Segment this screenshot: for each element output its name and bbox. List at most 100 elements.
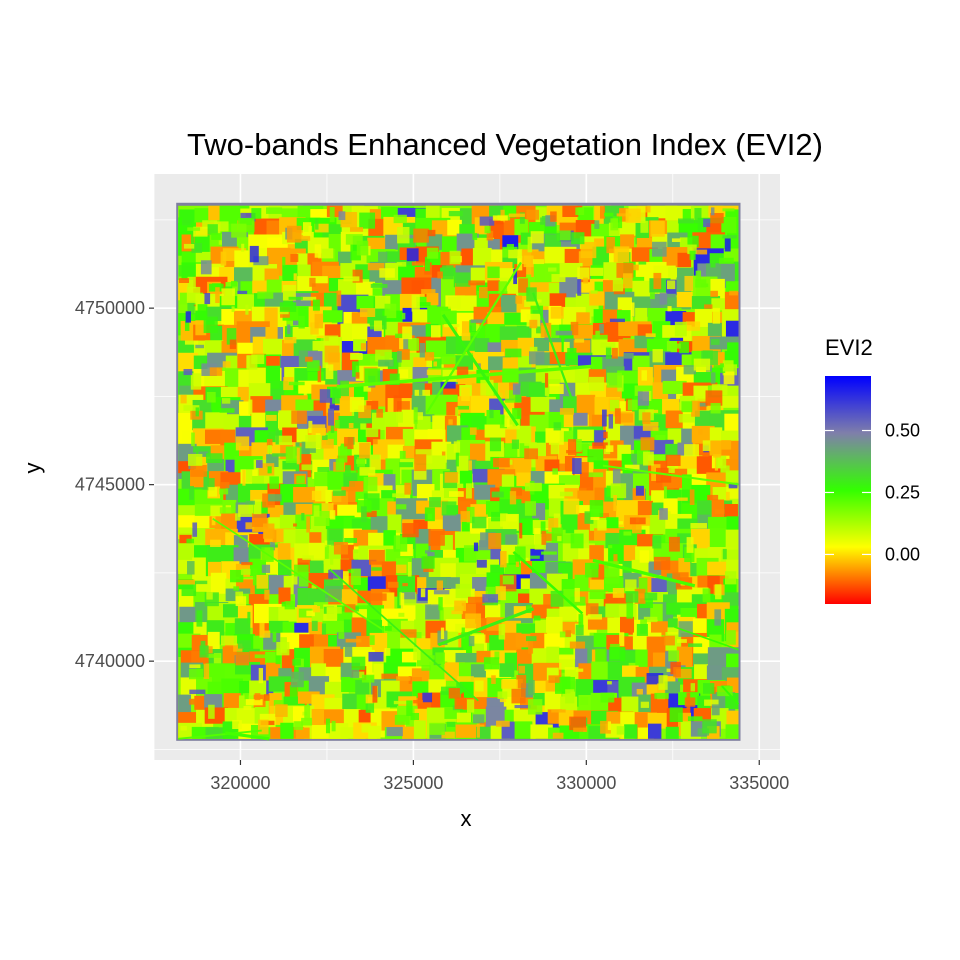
raster-patch [308, 542, 325, 559]
raster-speckle [258, 668, 264, 684]
raster-patch [574, 574, 589, 592]
raster-speckle [557, 536, 562, 542]
raster-speckle [640, 220, 649, 233]
raster-speckle [336, 290, 342, 307]
raster-speckle [344, 537, 358, 543]
raster-speckle [468, 460, 472, 471]
raster-speckle [677, 639, 687, 643]
raster-speckle [393, 214, 407, 224]
raster-speckle [722, 235, 737, 239]
raster-speckle [702, 588, 711, 603]
raster-speckle [553, 422, 562, 431]
raster-speckle [469, 427, 477, 435]
raster-speckle [245, 500, 255, 505]
raster-patch [426, 293, 439, 306]
raster-speckle [256, 460, 263, 468]
raster-speckle [529, 346, 538, 352]
raster-speckle [473, 714, 485, 724]
raster-speckle [402, 523, 419, 538]
raster-speckle [725, 491, 730, 501]
raster-patch [328, 352, 341, 382]
raster-patch [181, 251, 199, 265]
raster-linear-feature [178, 729, 262, 740]
raster-speckle [721, 440, 732, 450]
raster-speckle [474, 680, 484, 692]
raster-speckle [241, 243, 245, 252]
raster-speckle [269, 476, 279, 489]
raster-speckle [518, 278, 528, 293]
raster-speckle [438, 597, 443, 611]
raster-speckle [235, 436, 250, 451]
raster-speckle [722, 208, 735, 212]
raster-speckle [720, 363, 724, 368]
raster-speckle [413, 407, 418, 424]
raster-speckle [361, 674, 375, 683]
raster-speckle [266, 414, 277, 421]
raster-speckle [324, 345, 340, 363]
raster-speckle [627, 399, 638, 411]
raster-speckle [219, 488, 229, 495]
raster-speckle [502, 575, 514, 585]
raster-speckle [245, 699, 263, 706]
raster-speckle [253, 256, 269, 266]
raster-speckle [550, 306, 564, 319]
raster-speckle [240, 568, 251, 575]
raster-speckle [468, 280, 486, 286]
raster-speckle [231, 223, 247, 238]
raster-speckle [687, 716, 703, 722]
raster-speckle [347, 569, 354, 574]
raster-speckle [498, 281, 508, 294]
raster-speckle [426, 369, 442, 376]
raster-speckle [555, 330, 573, 336]
raster-speckle [457, 366, 469, 378]
raster-speckle [372, 685, 378, 703]
raster-speckle [440, 627, 445, 639]
raster-speckle [178, 217, 182, 233]
raster-speckle [397, 349, 410, 360]
raster-speckle [549, 383, 564, 394]
raster-speckle [612, 469, 621, 485]
raster-speckle [448, 419, 453, 425]
raster-speckle [428, 655, 435, 660]
raster-speckle [497, 691, 508, 699]
raster-speckle [465, 483, 472, 499]
raster-speckle [395, 411, 403, 423]
raster-speckle [484, 225, 491, 234]
raster-speckle [703, 683, 715, 694]
raster-speckle [496, 720, 510, 727]
raster-speckle [677, 497, 688, 501]
y-tick-label: 4745000 [75, 475, 145, 495]
raster-speckle [178, 219, 192, 226]
raster-speckle [603, 431, 608, 439]
raster-speckle [190, 373, 202, 390]
raster-speckle [614, 408, 621, 424]
raster-speckle [600, 720, 611, 734]
raster-speckle [469, 319, 477, 332]
raster-speckle [420, 588, 426, 598]
raster-speckle [472, 516, 487, 529]
raster-speckle [323, 335, 339, 348]
raster-speckle [559, 408, 575, 415]
raster-speckle [413, 228, 429, 243]
raster-speckle [345, 638, 362, 643]
raster-speckle [306, 610, 315, 617]
raster-speckle [257, 291, 274, 299]
raster-speckle [468, 635, 475, 647]
raster-patch [371, 412, 389, 431]
raster-speckle [188, 453, 203, 466]
raster-linear-feature [212, 518, 385, 632]
raster-speckle [579, 486, 591, 491]
raster-speckle [245, 304, 249, 315]
raster-speckle [710, 339, 720, 345]
raster-speckle [449, 491, 464, 497]
raster-speckle [272, 631, 277, 643]
raster-speckle [569, 716, 587, 731]
raster-speckle [282, 256, 286, 266]
raster-patch [499, 663, 515, 677]
raster-speckle [629, 517, 646, 525]
raster-speckle [575, 207, 585, 216]
raster-speckle [252, 568, 258, 586]
raster-speckle [588, 376, 605, 392]
raster-speckle [702, 440, 711, 452]
raster-speckle [210, 539, 221, 547]
